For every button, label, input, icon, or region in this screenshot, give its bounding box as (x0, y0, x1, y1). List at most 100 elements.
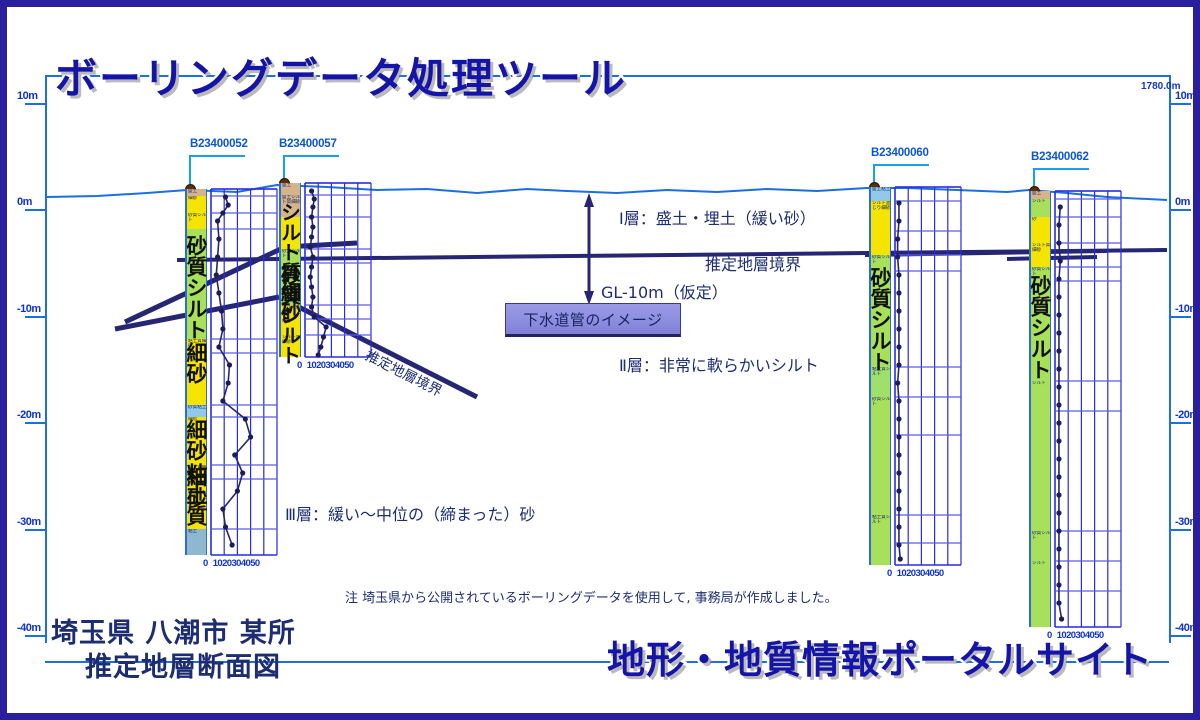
stratum-name-vertical: 細砂 (183, 467, 208, 507)
nvalue-tick: 50 (250, 558, 260, 569)
stratum-layer: 粘土質シルト (871, 515, 890, 543)
axis-tick-label-right: 10m (1175, 90, 1196, 102)
stratum-label: 粘土質細砂 (188, 339, 206, 350)
stratum-layer: 砂質粘土 (187, 405, 206, 417)
axis-tick-left (25, 635, 47, 637)
nvalue-tick: 0 (297, 360, 302, 371)
site-name-line2: 推定地層断面図 (85, 652, 281, 683)
stratum-layer: 砂 (1031, 217, 1050, 243)
top-right-frame-tick (1169, 75, 1171, 101)
stratum-layer (187, 479, 206, 529)
annotation-gl-depth: GL-10m（仮定） (601, 283, 728, 302)
right-axis (1169, 99, 1171, 643)
nvalue-tick: 40 (924, 568, 935, 579)
stratum-label: 盛土 (1032, 191, 1042, 196)
annotation-layer1: Ⅰ層：盛土・埋土（緩い砂） (619, 209, 816, 228)
stratum-label: 粘土質シルト (872, 515, 890, 526)
nvalue-tick: 0 (1047, 630, 1052, 641)
stratum-label: シルト (1032, 381, 1046, 386)
axis-tick-left (25, 103, 47, 105)
stratigraphy-column-B23400057: 盛土 盛土シルト質細砂 砂質シルト シルト質細砂 細砂 シルト質細砂 (279, 183, 301, 357)
stratum-layer: 盛土粘土 (871, 187, 890, 201)
stratum-layer (871, 231, 890, 255)
stratum-layer: 細砂 (187, 196, 206, 213)
axis-tick-right (1169, 315, 1191, 318)
stratum-label: シルト (1032, 199, 1046, 204)
stratum-name-vertical: 細砂 (184, 342, 208, 384)
stratum-layer (281, 217, 300, 249)
nvalue-tick: 20 (1066, 630, 1076, 641)
axis-tick-right (1169, 528, 1191, 531)
stratum-label: シルト (1032, 561, 1046, 566)
axis-tick-left (25, 422, 47, 425)
stratum-layer (1031, 411, 1050, 531)
stratum-label: 盛土シルト質細砂 (282, 195, 300, 206)
stratum-label: 砂質シルト (872, 397, 890, 408)
stratum-layer: 細砂 (187, 353, 206, 405)
portal-title-text: 地形・地質情報ポータルサイト (604, 636, 1154, 685)
stratum-name-vertical: シルト質細砂 (277, 202, 302, 322)
stratum-layer (871, 435, 890, 515)
axis-tick-label-right: 0m (1175, 196, 1190, 209)
stratum-label: シルト質細砂 (1032, 243, 1050, 254)
stratum-layer (871, 543, 890, 565)
axis-tick-label-left: -10m (17, 302, 41, 315)
stratum-layer: 盛土シルト質細砂 (281, 195, 300, 217)
stratum-label: 砂質粘土 (188, 405, 206, 410)
stratum-label: 砂 (1032, 217, 1037, 222)
nvalue-tick: 50 (1094, 630, 1104, 641)
axis-tick-right (1169, 209, 1191, 212)
stratum-label: 砂質シルト (282, 249, 300, 260)
stratum-layer: シルト質細砂 (281, 305, 300, 319)
sewer-pipe-image-box[interactable]: 下水道管のイメージ (505, 303, 681, 337)
nvalue-tick: 30 (1075, 630, 1085, 641)
stratum-name-vertical: 細砂 (184, 419, 208, 461)
stratum-label: 砂質シルト (1032, 267, 1050, 278)
axis-tick-label-left: -30m (17, 515, 41, 528)
stratum-layer: 粘土質細砂 (187, 465, 206, 479)
nvalue-tick: 50 (934, 568, 944, 579)
annotation-layer3: Ⅲ層：緩い～中位の（締まった）砂 (285, 505, 536, 524)
cross-section-canvas: 1780.0m 10m 10m 0m 0m -10m -10m -20m -20m -30m -3… (7, 7, 1193, 713)
stratum-label: 砂質シルト (188, 213, 206, 224)
axis-tick-label-left: 10m (17, 90, 38, 102)
stratum-label: 細砂 (188, 353, 198, 358)
borehole-leader-horizontal (283, 155, 339, 157)
top-left-frame-tick (45, 75, 47, 101)
axis-tick-label-right: -10m (1175, 302, 1199, 315)
stratum-name-vertical: 砂質シルト (277, 265, 302, 365)
stratum-label: シルト質細砂 (282, 305, 300, 316)
nvalue-tick: 50 (344, 360, 354, 371)
stratum-label: 粘土質細砂 (188, 465, 206, 476)
borehole-leader-vertical (189, 155, 191, 189)
bottom-frame-line (45, 661, 1169, 663)
stratum-layer (187, 229, 206, 339)
borehole-leader-horizontal (873, 164, 929, 166)
nvalue-tick: 10 (1056, 630, 1067, 641)
borehole-leader-horizontal (1033, 168, 1089, 170)
stratum-layer: 砂質シルト (1031, 531, 1050, 561)
borehole-label-B23400052: B23400052 (190, 138, 248, 150)
nvalue-tick: 30 (231, 558, 241, 569)
nvalue-tick: 40 (240, 558, 251, 569)
stratum-layer: 細砂 (281, 319, 300, 335)
axis-tick-left (25, 528, 47, 531)
stratum-name-vertical: 砂質シルト (184, 235, 208, 340)
axis-tick-label-left: 0m (17, 196, 32, 209)
nvalue-scale-labels-B23400060: 0 1020304050 (887, 568, 944, 579)
stratum-layer: 砂質シルト (1031, 267, 1050, 281)
stratum-layer: シルト質細砂 (281, 335, 300, 357)
stratum-layer: 盛土 (187, 189, 206, 196)
borehole-leader-vertical (283, 155, 285, 183)
stratum-layer: 粘土質シルト (871, 367, 890, 397)
page-title-text: ボーリングデータ処理ツール (52, 52, 628, 106)
nvalue-tick: 40 (1084, 630, 1095, 641)
stratum-layer (1031, 281, 1050, 381)
stratum-name-vertical: 砂質シルト (868, 267, 892, 372)
stratum-layer: 砂質シルト (281, 249, 300, 263)
nvalue-tick: 20 (316, 360, 326, 371)
stratum-layer: 粘土質細砂 (187, 339, 206, 353)
left-axis (45, 99, 47, 643)
stratum-layer (1031, 591, 1050, 627)
